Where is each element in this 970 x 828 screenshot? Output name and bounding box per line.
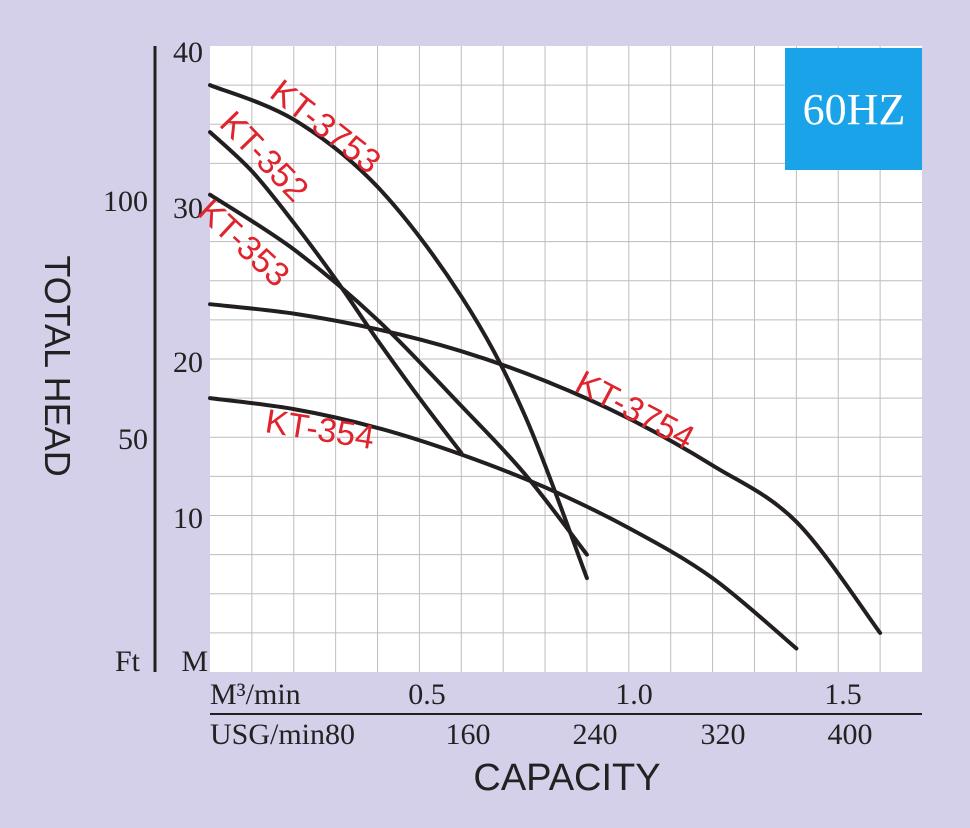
curve-kt-352 bbox=[208, 130, 464, 455]
y-unit-ft: Ft bbox=[115, 645, 141, 678]
y-unit-m: M bbox=[181, 645, 208, 678]
curve-kt-3753 bbox=[208, 83, 589, 581]
frequency-badge-text: 60HZ bbox=[803, 85, 906, 134]
x-tick-usg-400: 400 bbox=[828, 718, 873, 751]
y-tick-m-10: 10 bbox=[173, 502, 203, 535]
curve-kt-354 bbox=[208, 396, 799, 651]
x-tick-usg-320: 320 bbox=[701, 718, 746, 751]
x-axis-title: CAPACITY bbox=[473, 757, 660, 799]
x-unit-m3: M³/min bbox=[210, 678, 301, 711]
frequency-badge bbox=[785, 48, 922, 170]
curve-kt-3754 bbox=[208, 302, 883, 635]
x-tick-m3-1.5: 1.5 bbox=[824, 678, 862, 711]
y-tick-m-40: 40 bbox=[173, 36, 203, 69]
y-tick-m-20: 20 bbox=[173, 346, 203, 379]
curves bbox=[208, 83, 883, 651]
x-tick-usg-80: 80 bbox=[325, 718, 355, 751]
y-tick-m-30: 30 bbox=[173, 192, 203, 225]
x-unit-usg: USG/min bbox=[210, 718, 325, 751]
x-tick-m3-0.5: 0.5 bbox=[408, 678, 446, 711]
x-tick-usg-160: 160 bbox=[446, 718, 491, 751]
y-tick-ft-50: 50 bbox=[118, 423, 148, 456]
y-axis-title: TOTAL HEAD bbox=[37, 255, 78, 476]
y-tick-ft-100: 100 bbox=[103, 185, 148, 218]
x-tick-usg-240: 240 bbox=[573, 718, 618, 751]
x-tick-m3-1.0: 1.0 bbox=[615, 678, 653, 711]
